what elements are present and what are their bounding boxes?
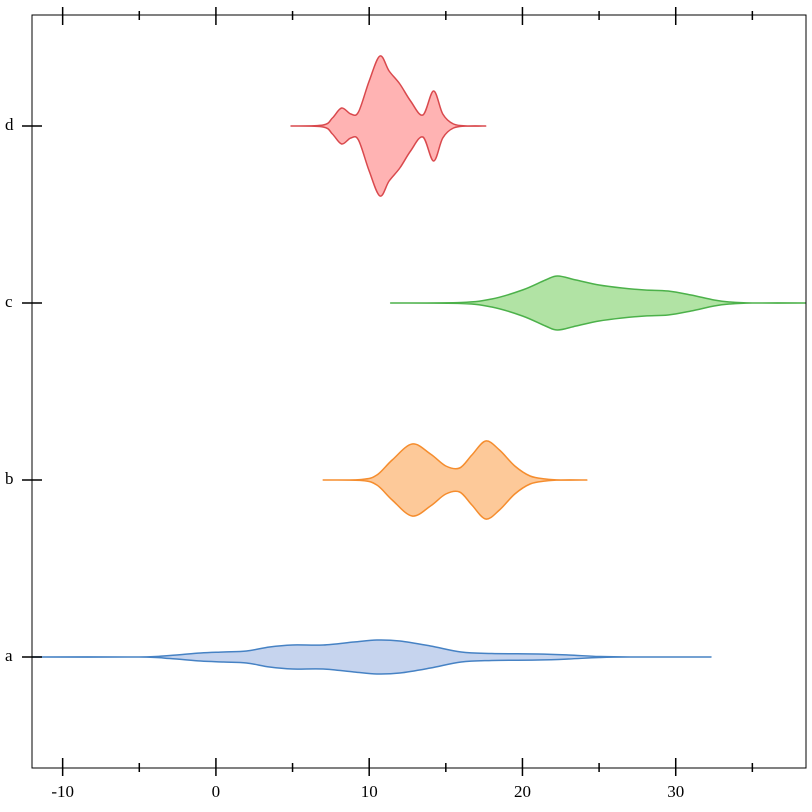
x-tick-label: 10 [361,782,378,801]
x-tick-label: 0 [212,782,221,801]
violin [290,55,487,197]
x-tick-label: 20 [514,782,531,801]
plot-frame [31,14,807,769]
violin [32,639,712,675]
y-tick-label: c [5,292,13,311]
y-tick-label: a [5,646,13,665]
plot-area [32,55,806,675]
x-tick-label: -10 [51,782,74,801]
y-tick-label: b [5,469,14,488]
violin [322,440,588,520]
x-tick-label: 30 [667,782,684,801]
y-tick-label: d [5,115,14,134]
violin [389,275,806,331]
